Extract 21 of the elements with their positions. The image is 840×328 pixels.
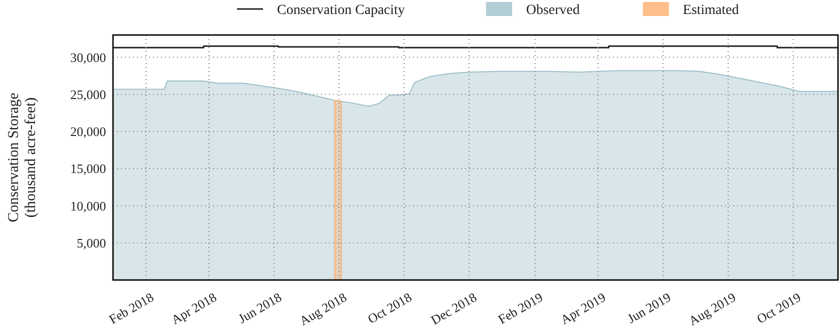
x-tick-label: Dec 2018 bbox=[428, 289, 480, 328]
legend-label: Conservation Capacity bbox=[277, 3, 405, 18]
y-tick-label: 30,000 bbox=[70, 50, 106, 65]
legend-label: Observed bbox=[526, 3, 580, 18]
y-tick-label: 20,000 bbox=[70, 124, 106, 140]
x-tick-label: Aug 2018 bbox=[296, 289, 350, 328]
x-tick-label: Aug 2019 bbox=[686, 289, 738, 328]
legend-label: Estimated bbox=[682, 3, 739, 18]
y-tick-label: 15,000 bbox=[70, 161, 106, 176]
y-tick-label: 5,000 bbox=[76, 235, 106, 250]
x-tick-label: Feb 2019 bbox=[496, 289, 546, 327]
x-tick-label: Apr 2019 bbox=[558, 289, 608, 328]
x-tick-label: Oct 2019 bbox=[754, 289, 804, 326]
x-tick-label: Jun 2018 bbox=[236, 289, 284, 326]
x-tick-label: Jun 2019 bbox=[624, 289, 674, 326]
x-tick-label: Oct 2018 bbox=[365, 289, 414, 326]
y-tick-label: 10,000 bbox=[70, 198, 106, 214]
y-axis-title: Conservation Storage (thousand acre-feet) bbox=[6, 92, 39, 222]
x-tick-label: Feb 2018 bbox=[106, 289, 156, 327]
x-tick-label: Apr 2018 bbox=[168, 289, 220, 328]
y-tick-label: 25,000 bbox=[70, 86, 106, 102]
